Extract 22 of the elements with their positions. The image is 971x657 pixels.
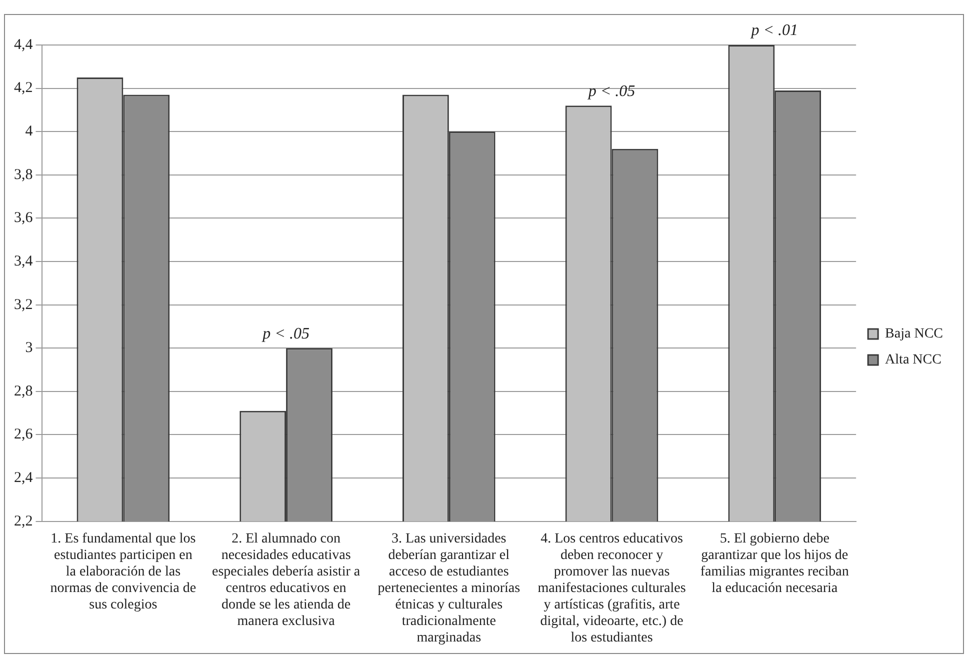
y-tick-label: 2,4 — [14, 470, 34, 486]
y-tick-label: 4,2 — [14, 80, 33, 96]
annotation: p < .05 — [587, 82, 636, 100]
x-tick-label: 5. El gobierno debe garantizar que los hijos de familias migrantes reciban la educación necesaria — [700, 531, 849, 596]
y-tick-label: 3,8 — [14, 166, 33, 183]
x-tick-label: 2. El alumnado con necesidades educativas especiales debería asistir a centros educativos en donde se les atienda de manera exclusiva — [212, 531, 361, 629]
annotation: p < .05 — [262, 325, 310, 342]
y-tick-label: 3,2 — [14, 296, 33, 313]
y-tick-label: 2,8 — [14, 383, 33, 400]
y-tick-label: 2,6 — [14, 426, 34, 443]
y-tick-label: 4 — [25, 124, 34, 140]
y-tick-label: 3 — [25, 340, 33, 356]
y-tick-label: 4,4 — [14, 36, 34, 53]
legend-label: Alta NCC — [885, 352, 942, 368]
x-tick-label: 3. Las universidades deberían garantizar el acceso de estudiantes pertenecientes a minorías étnicas y culturales tradicionalmente marginadas — [378, 531, 520, 646]
y-tick-label: 2,2 — [14, 513, 33, 530]
y-tick-label: 3,4 — [14, 253, 34, 270]
legend-label: Baja NCC — [885, 326, 944, 342]
x-tick-label: 1. Es fundamental que los estudiantes participen en la elaboración de las normas de convivencia de sus colegios — [50, 531, 196, 612]
annotation: p < .01 — [750, 22, 798, 40]
x-tick-label: 4. Los centros educativos deben reconocer y promover las nuevas manifestaciones culturales y artísticas (grafitis, arte digital, videoarte, etc.) de los estudiantes — [538, 531, 686, 646]
y-tick-label: 3,6 — [14, 210, 34, 226]
